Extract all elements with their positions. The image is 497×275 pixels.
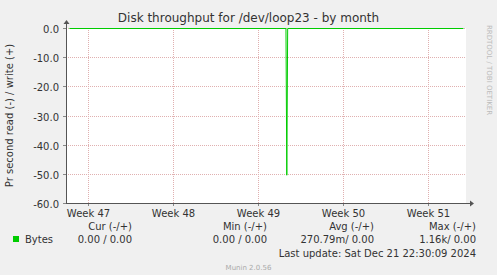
y-tick — [63, 174, 66, 175]
y-axis-arrow — [64, 20, 70, 24]
legend-header: Max (-/+) — [429, 221, 476, 232]
x-axis — [66, 203, 470, 204]
legend-value: 0.00 / 0.00 — [213, 234, 267, 245]
x-grid-line — [258, 28, 259, 203]
y-tick-label: -50.0 — [33, 170, 59, 181]
x-tick-label: Week 47 — [67, 208, 110, 219]
x-tick-label: Week 49 — [237, 208, 280, 219]
y-tick — [63, 57, 66, 58]
y-tick — [63, 86, 66, 87]
y-tick — [63, 145, 66, 146]
series-line — [69, 29, 463, 176]
y-tick-label: -20.0 — [33, 82, 59, 93]
y-label: Pr second read (-) / write (+) — [4, 44, 15, 187]
x-tick-label: Week 50 — [322, 208, 365, 219]
y-grid-line — [66, 116, 466, 117]
legend-label: Bytes — [25, 234, 53, 245]
title: Disk throughput for /dev/loop23 - by mon… — [118, 11, 379, 25]
chart: -60.0 -50.0 -40.0 -30.0 -20.0 -10.0 0.0 Week 47… — [0, 0, 497, 275]
y-tick — [63, 28, 66, 29]
legend-swatch — [13, 236, 19, 242]
y-grid-line — [66, 86, 466, 87]
y-grid-line — [66, 174, 466, 175]
x-tick-label: Week 51 — [407, 208, 450, 219]
y-axis — [66, 24, 67, 203]
y-tick-label: -10.0 — [33, 53, 59, 64]
footer: Last update: Sat Dec 21 22:30:09 2024 — [279, 248, 476, 259]
legend-value: 270.79m/ 0.00 — [300, 234, 374, 245]
legend-value: 0.00 / 0.00 — [78, 234, 132, 245]
y-tick — [63, 116, 66, 117]
x-grid-line — [343, 28, 344, 203]
credit: Munin 2.0.56 — [226, 264, 272, 272]
plot-area — [66, 28, 466, 203]
side-text: RRDTOOL / TOBI OETIKER — [485, 25, 493, 115]
x-grid-line — [88, 28, 89, 203]
legend-header: Avg (-/+) — [329, 221, 374, 232]
y-tick-label: -60.0 — [33, 199, 59, 210]
background — [0, 0, 497, 275]
y-grid-line — [66, 145, 466, 146]
legend-value: 1.16k/ 0.00 — [419, 234, 476, 245]
y-tick-label: -30.0 — [33, 112, 59, 123]
x-grid-line — [173, 28, 174, 203]
y-grid-line — [66, 57, 466, 58]
x-tick-label: Week 48 — [152, 208, 195, 219]
x-grid-line — [428, 28, 429, 203]
legend-header: Cur (-/+) — [88, 221, 132, 232]
y-tick — [63, 203, 66, 204]
legend-header: Min (-/+) — [223, 221, 267, 232]
x-axis-arrow — [470, 201, 474, 207]
series-group — [69, 29, 463, 176]
y-tick-label: 0.0 — [43, 24, 59, 35]
y-tick-label: -40.0 — [33, 141, 59, 152]
